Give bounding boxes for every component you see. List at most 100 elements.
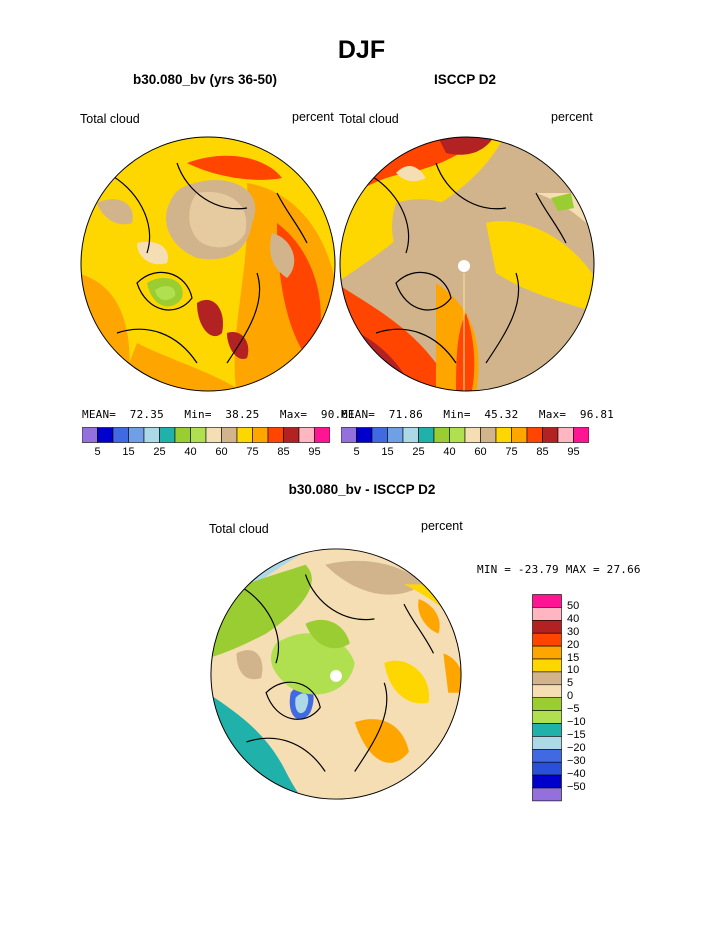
colorbar-swatch xyxy=(298,427,315,443)
colorbar-swatch xyxy=(174,427,191,443)
colorbar-swatch xyxy=(112,427,129,443)
panel1-title: b30.080_bv (yrs 36-50) xyxy=(132,72,278,87)
colorbar-tick-label: 15 xyxy=(381,446,394,458)
colorbar-tick-label: 5 xyxy=(353,446,360,458)
panel2-right-label: percent xyxy=(551,110,593,124)
colorbar-tick-label: 15 xyxy=(567,651,580,664)
colorbar-tick-label: −20 xyxy=(567,741,586,754)
panel1-stats: MEAN= 72.35 Min= 38.25 Max= 90.61 xyxy=(82,408,355,421)
colorbar-tick-label: −40 xyxy=(567,767,586,780)
colorbar-tick-label: 10 xyxy=(567,664,580,677)
colorbar-tick-label: 60 xyxy=(474,446,487,458)
colorbar-swatch xyxy=(532,736,562,750)
colorbar-swatch xyxy=(387,427,404,443)
colorbar-swatch xyxy=(314,427,330,443)
panel1-min: 38.25 xyxy=(225,408,260,421)
colorbar-swatch xyxy=(143,427,160,443)
colorbar-swatch xyxy=(573,427,589,443)
colorbar-swatch xyxy=(532,761,562,776)
panel3-right-label: percent xyxy=(421,519,463,533)
colorbar-tick-label: −5 xyxy=(567,703,580,716)
colorbar-swatch xyxy=(532,723,562,737)
colorbar-swatch xyxy=(532,697,562,711)
panel2-stats: MEAN= 71.86 Min= 45.32 Max= 96.81 xyxy=(341,408,614,421)
panel3-map xyxy=(210,548,462,800)
panel1-min-label: Min= xyxy=(184,408,212,421)
colorbar-swatch xyxy=(97,427,114,443)
colorbar-swatch xyxy=(128,427,145,443)
colorbar-swatch xyxy=(190,427,207,443)
colorbar-tick-label: 20 xyxy=(567,638,580,651)
colorbar-swatch xyxy=(252,427,269,443)
colorbar-swatch xyxy=(511,427,528,443)
colorbar-tick-label: 5 xyxy=(567,677,574,690)
colorbar-tick-label: −30 xyxy=(567,754,586,767)
colorbar-swatch xyxy=(480,427,497,443)
colorbar-tick-label: 60 xyxy=(215,446,228,458)
colorbar-swatch xyxy=(532,645,562,660)
colorbar-tick-label: −50 xyxy=(567,780,586,793)
colorbar-swatch xyxy=(82,427,98,443)
panel3-left-label: Total cloud xyxy=(209,522,269,536)
colorbar-swatch xyxy=(267,427,284,443)
panel2-mean: 71.86 xyxy=(388,408,423,421)
colorbar-swatch xyxy=(356,427,373,443)
panel3-title: b30.080_bv - ISCCP D2 xyxy=(288,482,436,497)
panel1-left-label: Total cloud xyxy=(80,112,140,126)
colorbar-tick-label: 30 xyxy=(567,625,580,638)
colorbar-tick-label: 25 xyxy=(153,446,166,458)
colorbar-tick-label: −15 xyxy=(567,728,586,741)
colorbar-swatch xyxy=(495,427,512,443)
colorbar-tick-label: 75 xyxy=(246,446,259,458)
colorbar-swatch xyxy=(341,427,357,443)
colorbar-swatch xyxy=(532,671,562,686)
panel2-title: ISCCP D2 xyxy=(433,72,497,87)
colorbar-tick-label: 95 xyxy=(308,446,321,458)
colorbar-swatch xyxy=(532,607,562,621)
colorbar-swatch xyxy=(557,427,574,443)
colorbar-tick-label: 85 xyxy=(536,446,549,458)
panel1-right-label: percent xyxy=(292,110,334,124)
colorbar-swatch xyxy=(418,427,435,443)
panel2-map xyxy=(339,136,595,392)
colorbar-swatch xyxy=(159,427,176,443)
colorbar-tick-label: 95 xyxy=(567,446,580,458)
colorbar-swatch xyxy=(236,427,253,443)
panel2-max-label: Max= xyxy=(538,408,567,421)
panel3-minmax: MIN = -23.79 MAX = 27.66 xyxy=(477,563,641,576)
colorbar-tick-label: 15 xyxy=(122,446,135,458)
colorbar-swatch xyxy=(532,619,562,634)
colorbar-swatch xyxy=(402,427,419,443)
panel1-map xyxy=(80,136,336,392)
colorbar-swatch xyxy=(542,427,559,443)
page-title: DJF xyxy=(337,36,386,64)
colorbar-swatch xyxy=(532,684,562,699)
colorbar-swatch xyxy=(526,427,543,443)
colorbar-tick-label: 5 xyxy=(94,446,101,458)
colorbar-swatch xyxy=(532,594,562,608)
colorbar-swatch xyxy=(205,427,222,443)
panel1-max-label: Max= xyxy=(279,408,308,421)
colorbar-tick-label: 50 xyxy=(567,599,580,612)
colorbar-swatch xyxy=(449,427,466,443)
panel2-min-label: Min= xyxy=(443,408,471,421)
colorbar-tick-label: 40 xyxy=(567,612,580,625)
panel1-mean-label: MEAN= xyxy=(82,408,117,421)
colorbar-swatch xyxy=(532,632,562,647)
colorbar-tick-label: 85 xyxy=(277,446,290,458)
colorbar-swatch xyxy=(371,427,388,443)
colorbar-tick-label: 40 xyxy=(184,446,197,458)
colorbar-tick-label: 25 xyxy=(412,446,425,458)
panel2-colorbar xyxy=(341,427,589,443)
panel1-mean: 72.35 xyxy=(129,408,164,421)
colorbar-swatch xyxy=(433,427,450,443)
colorbar-tick-label: −10 xyxy=(567,716,586,728)
colorbar-swatch xyxy=(283,427,300,443)
colorbar-swatch xyxy=(221,427,238,443)
colorbar-swatch xyxy=(464,427,481,443)
panel1-colorbar xyxy=(82,427,330,443)
colorbar-swatch xyxy=(532,710,562,724)
colorbar-tick-label: 0 xyxy=(567,690,574,703)
panel2-mean-label: MEAN= xyxy=(341,408,376,421)
panel2-min: 45.32 xyxy=(484,408,519,421)
